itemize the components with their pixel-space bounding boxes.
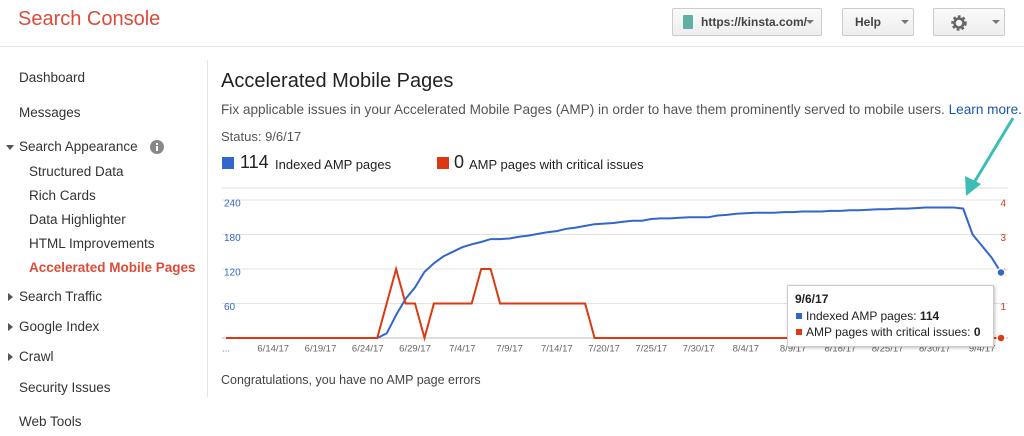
header-divider <box>0 46 1024 47</box>
x-tick-label: 8/25/17 <box>872 344 904 355</box>
legend-label: AMP pages with critical issues <box>469 157 644 172</box>
caret <box>901 20 909 24</box>
message: Congratulations, you have no AMP page er… <box>221 373 481 387</box>
site-url: https://kinsta.com/ <box>701 15 808 29</box>
annotation-arrow <box>970 117 1015 187</box>
collapsed-arrow <box>8 353 13 361</box>
y2-tick-label: 1 <box>1000 302 1006 313</box>
x-tick-label: 6/14/17 <box>257 344 289 355</box>
nav-group[interactable]: Crawl <box>19 349 54 364</box>
sidebar-divider <box>207 60 208 397</box>
gear-icon <box>951 15 967 31</box>
x-tick-label: 7/9/17 <box>496 344 522 355</box>
nav-item[interactable]: Security Issues <box>19 380 111 395</box>
settings-button[interactable] <box>933 8 1005 36</box>
caret <box>806 20 814 24</box>
learn-more-link[interactable]: Learn more. <box>948 102 1022 117</box>
x-tick-label: 7/30/17 <box>683 344 715 355</box>
x-tick-label: 8/18/17 <box>824 344 856 355</box>
caret <box>992 20 1000 24</box>
nav-group[interactable]: Search Traffic <box>19 289 103 304</box>
site-selector[interactable]: https://kinsta.com/ <box>672 8 822 36</box>
legend-swatch <box>437 157 449 169</box>
tooltip-row: Indexed AMP pages: 114 <box>806 309 939 323</box>
tooltip-swatch <box>796 313 802 319</box>
y2-tick-label: 4 <box>1000 199 1006 210</box>
site-icon <box>683 15 693 29</box>
tooltip-date: 9/6/17 <box>795 292 829 306</box>
legend-value: 114 <box>240 152 269 172</box>
legend-value: 0 <box>454 152 465 172</box>
y-tick-label: 120 <box>224 268 241 279</box>
x-tick-label: 7/25/17 <box>635 344 667 355</box>
x-tick-label: 6/24/17 <box>352 344 384 355</box>
tooltip-value: 0 <box>973 325 981 339</box>
nav-item[interactable]: Dashboard <box>19 70 86 85</box>
help-button[interactable]: Help <box>842 8 914 36</box>
x-tick-label: 7/14/17 <box>541 344 573 355</box>
x-tick-label: 6/29/17 <box>399 344 431 355</box>
x-tick-label: 8/4/17 <box>733 344 759 355</box>
x-tick-label: 8/9/17 <box>780 344 806 355</box>
nav-subitem[interactable]: Data Highlighter <box>29 212 126 227</box>
expanded-arrow <box>6 145 14 150</box>
y-tick-label: 180 <box>224 233 241 244</box>
tooltip-label: AMP pages with critical issues: <box>806 325 971 339</box>
nav-item[interactable]: Messages <box>19 105 81 120</box>
y-tick-label: 240 <box>224 199 241 210</box>
nav-subitem[interactable]: Rich Cards <box>29 188 96 203</box>
tooltip-swatch <box>796 329 802 335</box>
tooltip-label: Indexed AMP pages: <box>806 309 917 323</box>
nav-item[interactable]: Web Tools <box>19 414 82 429</box>
x-tick-label: 7/20/17 <box>588 344 620 355</box>
y2-tick-label: 3 <box>1000 233 1006 244</box>
x-tick-label: 6/19/17 <box>305 344 337 355</box>
x-tick-label: 8/30/17 <box>919 344 951 355</box>
tooltip-value: 114 <box>919 309 940 323</box>
tooltip: 9/6/17 Indexed AMP pages: 114 AMP pages … <box>787 285 994 347</box>
collapsed-arrow <box>8 293 13 301</box>
hover-point <box>996 267 1006 278</box>
annotation-arrowhead <box>965 176 981 196</box>
x-tick-label: 9/4/17 <box>969 344 995 355</box>
x-tick-label: 7/4/17 <box>449 344 475 355</box>
help-label: Help <box>855 15 882 29</box>
legend-label: Indexed AMP pages <box>275 157 392 172</box>
status: Status: 9/6/17 <box>221 129 302 144</box>
hover-point <box>996 333 1006 343</box>
tooltip-row: AMP pages with critical issues: 0 <box>806 325 981 339</box>
nav-subitem[interactable]: Structured Data <box>29 164 124 179</box>
page-title: Accelerated Mobile Pages <box>221 70 454 92</box>
app-title[interactable]: Search Console <box>18 8 161 30</box>
description-text: Fix applicable issues in your Accelerate… <box>221 102 945 117</box>
nav-section[interactable]: Search Appearance <box>19 139 138 154</box>
description: Fix applicable issues in your Accelerate… <box>221 102 1022 117</box>
info-icon[interactable] <box>149 139 165 155</box>
nav-subitem-active[interactable]: Accelerated Mobile Pages <box>29 260 196 275</box>
nav-subitem[interactable]: HTML Improvements <box>29 236 155 251</box>
x-tick-label: ... <box>222 344 230 355</box>
legend-swatch <box>222 157 234 169</box>
y-tick-label: 60 <box>224 302 236 313</box>
nav-group[interactable]: Google Index <box>19 319 100 334</box>
collapsed-arrow <box>8 323 13 331</box>
